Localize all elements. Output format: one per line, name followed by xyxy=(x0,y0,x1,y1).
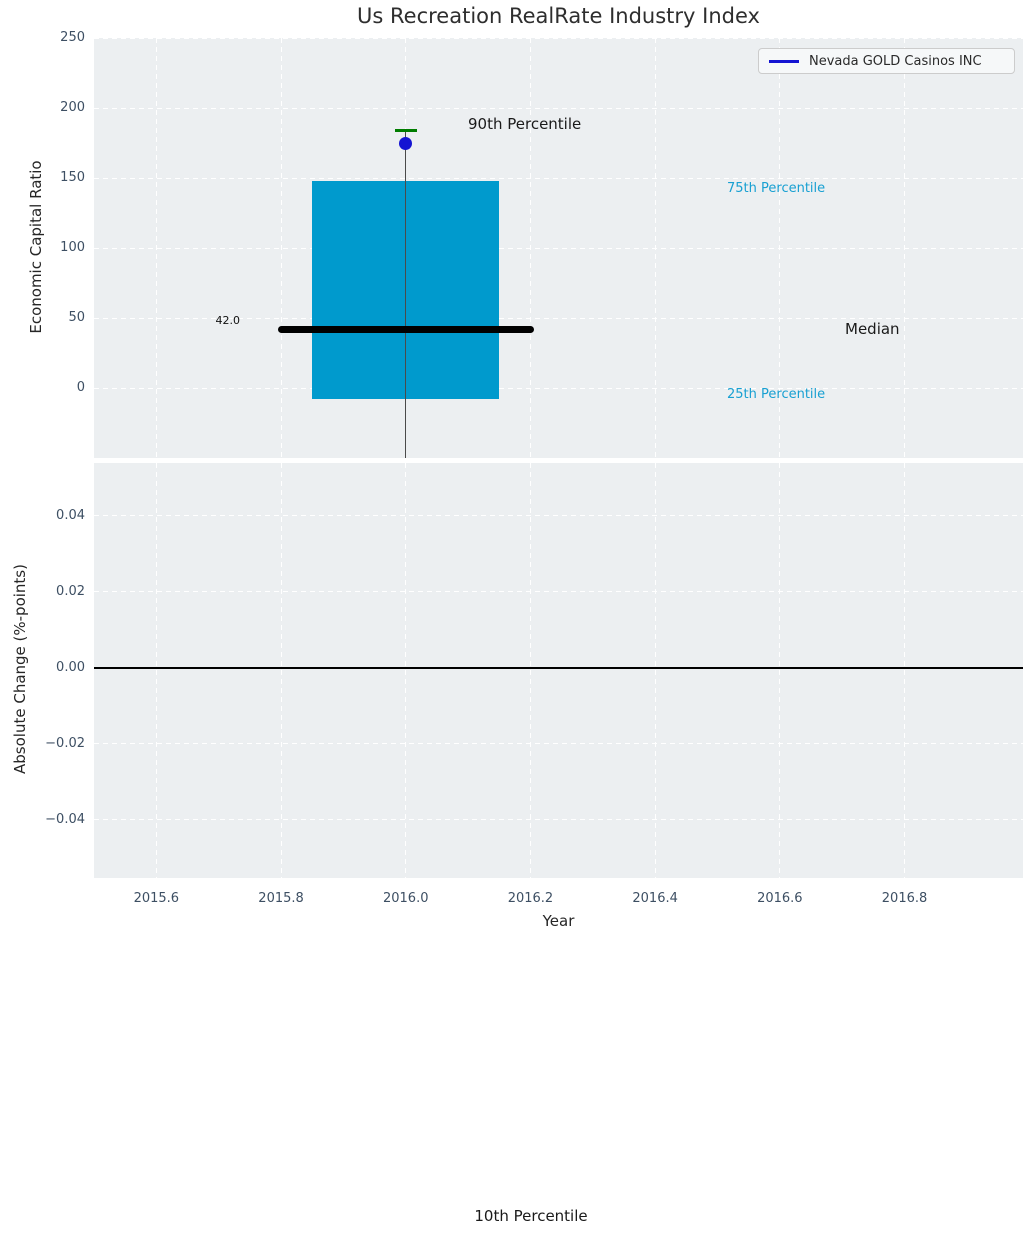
x-tick-label: 2016.8 xyxy=(881,891,928,906)
x-tick-label: 2016.6 xyxy=(757,891,803,906)
gridline-horizontal xyxy=(94,177,1023,179)
gridline-vertical xyxy=(529,463,531,878)
gridline-horizontal xyxy=(94,387,1023,389)
whisker-line xyxy=(405,130,407,458)
x-tick-label: 2016.4 xyxy=(632,891,678,906)
zero-baseline xyxy=(94,667,1023,669)
y-tick-label: 0 xyxy=(76,380,85,395)
p25-annotation: 25th Percentile xyxy=(727,387,826,402)
x-tick-label: 2016.2 xyxy=(507,891,554,906)
bottom-axes xyxy=(94,463,1023,878)
gridline-horizontal xyxy=(94,317,1023,319)
x-axis-label: Year xyxy=(542,912,575,930)
chart-title: Us Recreation RealRate Industry Index xyxy=(357,4,760,28)
y-tick-label: 0.02 xyxy=(56,583,85,599)
y-tick-label: 100 xyxy=(60,240,85,255)
gridline-horizontal xyxy=(94,37,1023,39)
gridline-horizontal xyxy=(94,743,1023,745)
legend-label: Nevada GOLD Casinos INC xyxy=(809,53,982,69)
x-tick-label: 2015.6 xyxy=(133,891,180,906)
y-tick-label: 200 xyxy=(60,100,85,115)
median-line xyxy=(277,325,534,333)
y-tick-label: 0.00 xyxy=(56,659,85,675)
y-tick-label: 0.04 xyxy=(56,507,85,523)
p90-annotation: 90th Percentile xyxy=(468,115,582,133)
gridline-vertical xyxy=(654,463,656,878)
median-value-annotation: 42.0 xyxy=(215,314,241,327)
gridline-vertical xyxy=(904,463,906,878)
y-tick-label: 250 xyxy=(60,30,85,45)
gridline-horizontal xyxy=(94,247,1023,249)
gridline-vertical xyxy=(405,463,407,878)
gridline-vertical xyxy=(280,463,282,878)
company-datapoint xyxy=(399,136,413,150)
legend-line-sample xyxy=(769,59,799,63)
x-tick-label: 2016.0 xyxy=(382,891,429,906)
p10-annotation: 10th Percentile xyxy=(474,1207,588,1225)
y-tick-label: −0.04 xyxy=(45,811,85,827)
y-tick-label: 50 xyxy=(68,310,85,325)
gridline-horizontal xyxy=(94,819,1023,821)
p90-cap xyxy=(394,128,417,132)
legend: Nevada GOLD Casinos INC xyxy=(758,48,1015,74)
gridline-vertical xyxy=(779,463,781,878)
y-tick-label: −0.02 xyxy=(45,735,85,751)
y-tick-label: 150 xyxy=(60,170,85,185)
gridline-horizontal xyxy=(94,107,1023,109)
gridline-horizontal xyxy=(94,515,1023,517)
gridline-horizontal xyxy=(94,591,1023,593)
gridline-vertical xyxy=(155,463,157,878)
x-tick-label: 2015.8 xyxy=(258,891,304,906)
p75-annotation: 75th Percentile xyxy=(727,181,826,196)
median-annotation: Median xyxy=(845,320,900,338)
